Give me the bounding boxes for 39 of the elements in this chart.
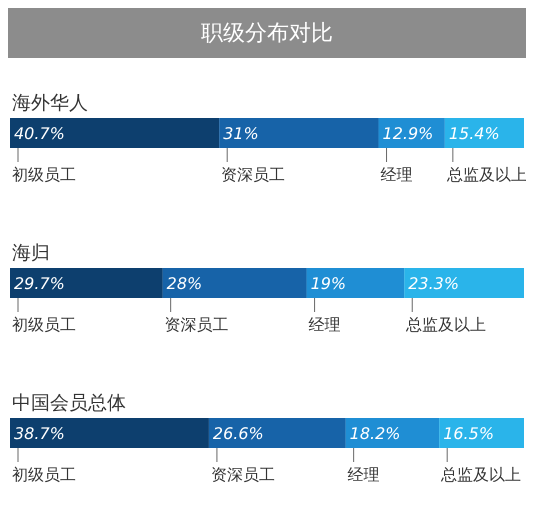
text: 初级员工 xyxy=(12,315,76,334)
series-label: 资深员工 xyxy=(221,165,286,184)
data-label: 12.9% xyxy=(382,124,434,143)
data-label: 31% xyxy=(223,124,259,143)
text: 经理 xyxy=(348,465,380,484)
text: 初级员工 xyxy=(12,465,76,484)
series-label: 初级员工 xyxy=(12,165,76,184)
bar xyxy=(10,118,220,148)
bar xyxy=(162,268,307,298)
bar xyxy=(439,418,524,448)
data-label: 40.7% xyxy=(14,124,65,143)
bar xyxy=(10,268,163,298)
data-label: 16.5% xyxy=(443,424,494,443)
text: 总监及以上 xyxy=(441,465,522,484)
bar xyxy=(306,268,404,298)
data-label: 28% xyxy=(166,274,202,293)
bar xyxy=(10,418,209,448)
series-label: 经理 xyxy=(380,165,413,184)
y-tick-label: 海外华人 xyxy=(12,92,88,114)
data-label: 19% xyxy=(310,274,346,293)
data-label: 18.2% xyxy=(350,424,400,443)
bar xyxy=(219,118,379,148)
bar xyxy=(404,268,524,298)
text: 资深员工 xyxy=(210,465,275,484)
text: 总监及以上 xyxy=(406,315,486,334)
chart-title: 职级分布对比 xyxy=(8,8,526,58)
series-label: 总监及以上 xyxy=(446,165,527,184)
text: 资深员工 xyxy=(164,315,229,334)
y-tick-label: 海归 xyxy=(12,242,50,264)
data-label: 29.7% xyxy=(14,274,65,293)
y-tick-label: 中国会员总体 xyxy=(12,392,126,414)
data-label: 38.7% xyxy=(14,424,65,443)
bar xyxy=(444,118,524,148)
data-label: 23.3% xyxy=(408,274,460,293)
data-label: 26.6% xyxy=(212,424,264,443)
bar xyxy=(346,418,440,448)
bar xyxy=(208,418,346,448)
data-label: 15.4% xyxy=(448,124,500,143)
text: 经理 xyxy=(308,315,341,334)
